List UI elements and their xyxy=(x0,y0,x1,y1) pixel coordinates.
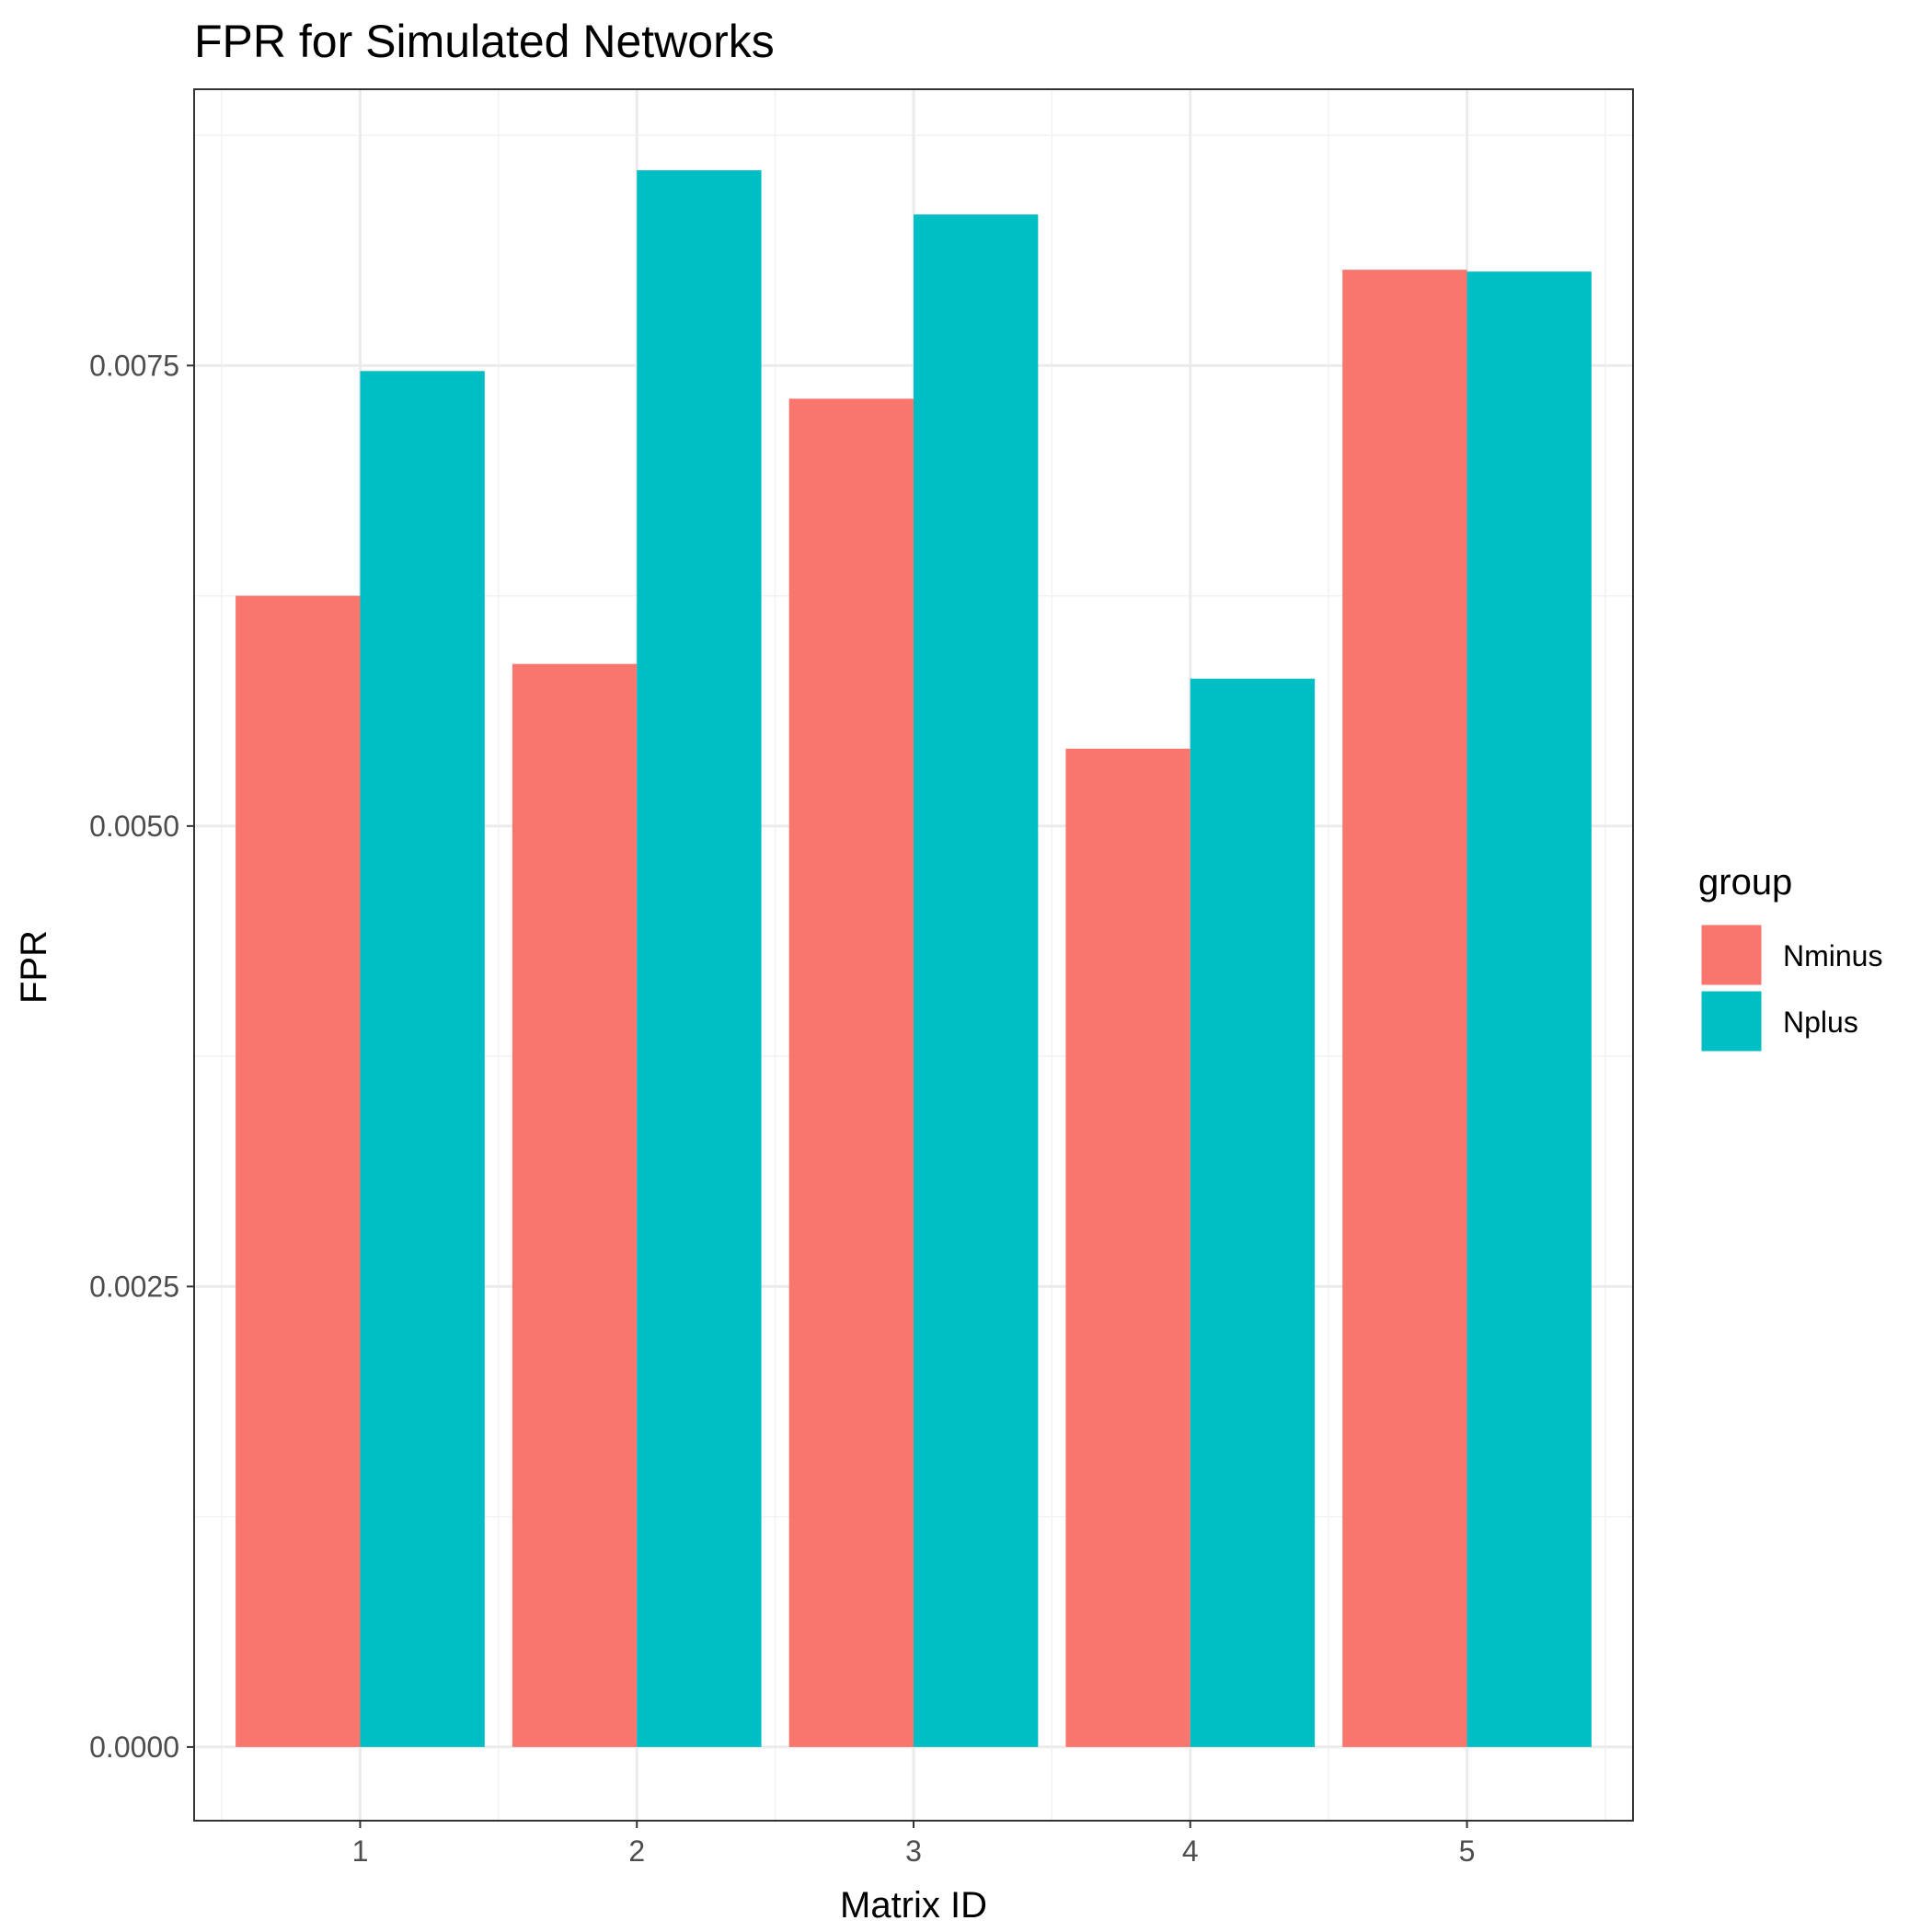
y-tick-label: 0.0050 xyxy=(89,810,179,843)
y-tick-label: 0.0000 xyxy=(89,1731,179,1764)
bar-nplus-2 xyxy=(637,170,762,1747)
legend-key-nplus xyxy=(1698,988,1765,1054)
y-tick-label: 0.0075 xyxy=(89,349,179,382)
bar-nminus-2 xyxy=(512,663,638,1747)
bar-nplus-3 xyxy=(914,214,1039,1747)
y-axis-title: FPR xyxy=(14,930,54,1004)
bar-nplus-4 xyxy=(1190,678,1316,1747)
x-tick-label: 3 xyxy=(905,1834,922,1868)
x-tick-label: 4 xyxy=(1182,1834,1199,1868)
chart-title: FPR for Simulated Networks xyxy=(194,16,775,67)
bar-nminus-4 xyxy=(1065,748,1190,1747)
y-tick-label: 0.0025 xyxy=(89,1270,179,1303)
axes: 0.0000 0.0025 0.0050 0.0075 1 2 3 4 5 xyxy=(89,349,1475,1868)
bar-nminus-3 xyxy=(788,398,914,1747)
legend-label-nminus: Nminus xyxy=(1783,939,1882,972)
x-tick-label: 5 xyxy=(1459,1834,1476,1868)
bar-nplus-1 xyxy=(360,371,485,1747)
legend-title: group xyxy=(1698,862,1792,903)
legend: group Nminus Nplus xyxy=(1698,862,1882,1054)
x-tick-label: 2 xyxy=(628,1834,645,1868)
x-axis-title: Matrix ID xyxy=(840,1885,987,1926)
bars xyxy=(236,170,1592,1747)
bar-nminus-5 xyxy=(1342,270,1467,1747)
bar-nplus-5 xyxy=(1466,271,1592,1747)
x-tick-label: 1 xyxy=(352,1834,369,1868)
legend-label-nplus: Nplus xyxy=(1783,1006,1858,1039)
bar-nminus-1 xyxy=(236,595,361,1747)
legend-key-nminus xyxy=(1698,922,1765,988)
